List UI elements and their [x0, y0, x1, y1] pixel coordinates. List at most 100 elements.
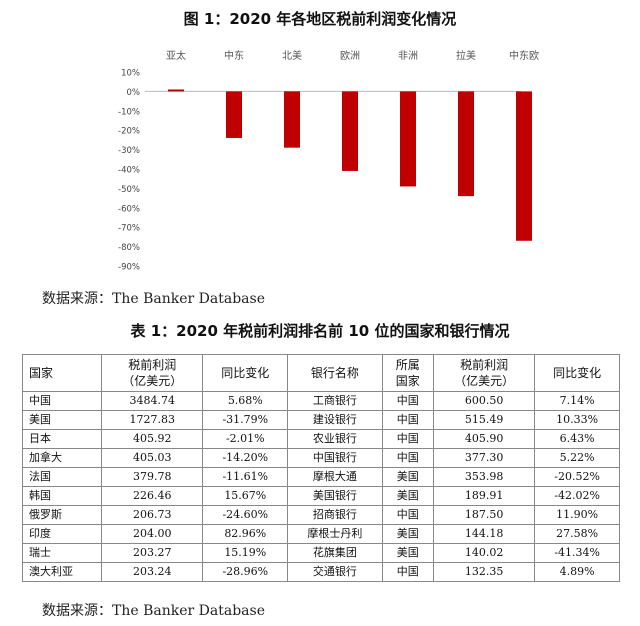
cell-bank-change: 27.58%	[534, 524, 620, 544]
cell-bank-country: 美国	[381, 486, 434, 506]
cell-bank-country: 中国	[381, 391, 434, 411]
header-bank-country: 所属 国家	[381, 354, 434, 392]
table-row: 韩国 226.46 15.67% 美国银行 美国 189.91 -42.02%	[21, 486, 620, 506]
table-row: 瑞士 203.27 15.19% 花旗集团 美国 140.02 -41.34%	[21, 543, 620, 563]
figure-title: 图 1：2020 年各地区税前利润变化情况	[183, 10, 457, 28]
table-title: 表 1：2020 年税前利润排名前 10 位的国家和银行情况	[130, 322, 510, 340]
cell-bank-change: -41.34%	[534, 543, 620, 563]
cell-bank-profit: 144.18	[432, 524, 536, 544]
cell-bank-country: 美国	[381, 524, 434, 544]
bar-4	[400, 91, 416, 187]
category-label: 中东欧	[509, 49, 539, 62]
cell-bank-country: 美国	[381, 467, 434, 487]
y-tick-label: -30%	[118, 146, 140, 156]
header-profit: 税前利润 （亿美元）	[101, 354, 204, 392]
cell-change: -31.79%	[202, 410, 289, 430]
cell-country: 法国	[21, 467, 103, 487]
cell-country: 韩国	[21, 486, 103, 506]
cell-bank-change: 11.90%	[534, 505, 620, 525]
cell-bank-change: 10.33%	[534, 410, 620, 430]
cell-change: -11.61%	[202, 467, 289, 487]
cell-bank: 交通银行	[287, 562, 383, 582]
cell-bank-profit: 132.35	[432, 562, 536, 582]
bar-2	[284, 91, 300, 148]
cell-profit: 203.24	[101, 562, 204, 582]
bar-5	[458, 91, 474, 197]
y-tick-label: -90%	[118, 263, 140, 273]
cell-bank: 招商银行	[287, 505, 383, 525]
header-country: 国家	[21, 354, 103, 392]
cell-country: 日本	[21, 429, 103, 449]
y-tick-label: -40%	[118, 166, 140, 176]
y-tick-label: -50%	[118, 185, 140, 195]
cell-bank-country: 中国	[381, 448, 434, 468]
table-source: 数据来源：The Banker Database	[42, 603, 265, 619]
cell-bank-change: 7.14%	[534, 391, 620, 411]
category-label: 非洲	[398, 50, 418, 62]
header-bank-change: 同比变化	[534, 354, 620, 392]
cell-bank: 工商银行	[287, 391, 383, 411]
cell-bank-change: 4.89%	[534, 562, 620, 582]
header-bank-profit: 税前利润 （亿美元）	[432, 354, 536, 392]
table-header-row: 国家 税前利润 （亿美元） 同比变化 银行名称 所属 国家 税前利润 （亿美元） 同比…	[21, 354, 620, 392]
category-label: 北美	[282, 49, 302, 62]
cell-country: 加拿大	[21, 448, 103, 468]
cell-country: 澳大利亚	[21, 562, 103, 582]
cell-change: 15.19%	[202, 543, 289, 563]
cell-bank-profit: 187.50	[432, 505, 536, 525]
cell-country: 印度	[21, 524, 103, 544]
cell-bank-change: 5.22%	[534, 448, 620, 468]
y-tick-label: 10%	[121, 69, 140, 79]
table-row: 法国 379.78 -11.61% 摩根大通 美国 353.98 -20.52%	[21, 467, 620, 487]
y-tick-label: -60%	[118, 204, 140, 214]
cell-bank-country: 中国	[381, 429, 434, 449]
cell-profit: 3484.74	[101, 391, 204, 411]
cell-country: 瑞士	[21, 543, 103, 563]
table-row: 加拿大 405.03 -14.20% 中国银行 中国 377.30 5.22%	[21, 448, 620, 468]
cell-bank-country: 美国	[381, 543, 434, 563]
cell-change: -28.96%	[202, 562, 289, 582]
category-label: 中东	[224, 49, 244, 62]
y-tick-label: -70%	[118, 224, 140, 234]
cell-country: 俄罗斯	[21, 505, 103, 525]
cell-bank: 美国银行	[287, 486, 383, 506]
cell-change: 5.68%	[202, 391, 289, 411]
header-bank: 银行名称	[287, 354, 383, 392]
cell-bank-country: 中国	[381, 505, 434, 525]
ranking-table: 国家 税前利润 （亿美元） 同比变化 银行名称 所属 国家 税前利润 （亿美元） 同比…	[21, 354, 620, 582]
cell-bank: 中国银行	[287, 448, 383, 468]
table-row: 印度 204.00 82.96% 摩根士丹利 美国 144.18 27.58%	[21, 524, 620, 544]
cell-bank-profit: 353.98	[432, 467, 536, 487]
cell-change: -2.01%	[202, 429, 289, 449]
table-row: 美国 1727.83 -31.79% 建设银行 中国 515.49 10.33%	[21, 410, 620, 430]
cell-bank-country: 中国	[381, 410, 434, 430]
cell-bank: 摩根大通	[287, 467, 383, 487]
cell-change: -24.60%	[202, 505, 289, 525]
cell-bank-change: -20.52%	[534, 467, 620, 487]
bar-6	[516, 91, 532, 241]
cell-bank-profit: 189.91	[432, 486, 536, 506]
bar-0	[168, 89, 184, 92]
cell-country: 中国	[21, 391, 103, 411]
y-tick-label: 0%	[127, 88, 141, 98]
cell-bank-profit: 515.49	[432, 410, 536, 430]
cell-bank: 农业银行	[287, 429, 383, 449]
cell-change: -14.20%	[202, 448, 289, 468]
bar-1	[226, 91, 242, 138]
table-row: 日本 405.92 -2.01% 农业银行 中国 405.90 6.43%	[21, 429, 620, 449]
cell-bank-profit: 377.30	[432, 448, 536, 468]
cell-bank-change: 6.43%	[534, 429, 620, 449]
cell-bank-change: -42.02%	[534, 486, 620, 506]
cell-profit: 206.73	[101, 505, 204, 525]
cell-profit: 204.00	[101, 524, 204, 544]
y-tick-label: -20%	[118, 127, 140, 137]
cell-profit: 1727.83	[101, 410, 204, 430]
category-label: 欧洲	[340, 50, 360, 62]
cell-bank-profit: 405.90	[432, 429, 536, 449]
table-row: 澳大利亚 203.24 -28.96% 交通银行 中国 132.35 4.89%	[21, 562, 620, 582]
cell-bank: 摩根士丹利	[287, 524, 383, 544]
header-change: 同比变化	[202, 354, 289, 392]
cell-profit: 379.78	[101, 467, 204, 487]
cell-country: 美国	[21, 410, 103, 430]
cell-change: 15.67%	[202, 486, 289, 506]
